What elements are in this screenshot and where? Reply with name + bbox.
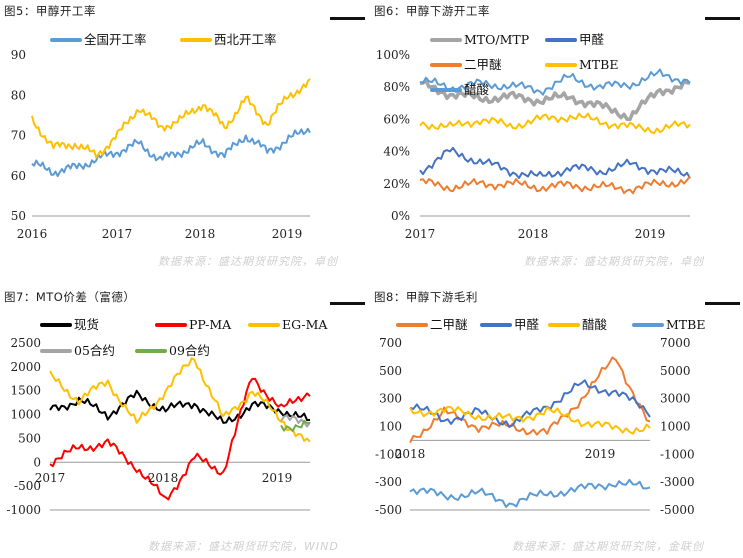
x-tick-label: 2019 — [262, 471, 293, 485]
y-right-tick-label: 7000 — [660, 336, 691, 350]
x-tick-label: 2016 — [17, 227, 48, 241]
y-tick-label: 1000 — [10, 408, 41, 422]
x-tick-label: 2017 — [405, 227, 436, 241]
y-right-tick-label: 3000 — [660, 392, 691, 406]
legend-label: 09合约 — [169, 343, 210, 358]
legend-label: 甲醛 — [514, 317, 540, 332]
legend-label: 二甲醚 — [464, 57, 502, 72]
legend-label: MTBE — [579, 57, 618, 72]
y-tick-label: -300 — [375, 475, 402, 489]
y-tick-label: 50 — [11, 209, 26, 223]
y-tick-label: -100 — [375, 447, 402, 461]
panel-title-3: 图7：MTO价差（富德） — [4, 290, 136, 304]
legend-label: PP-MA — [189, 317, 232, 332]
panel-title-2: 图6：甲醇下游开工率 — [374, 4, 490, 18]
y-right-tick-label: 1000 — [660, 420, 691, 434]
x-tick-label: 2018 — [185, 227, 216, 241]
chart-panel-1 — [31, 38, 311, 217]
x-tick-label: 2019 — [585, 447, 616, 461]
x-tick-label: 2019 — [272, 227, 303, 241]
y-tick-label: 1500 — [10, 384, 41, 398]
panel-title-1: 图5：甲醇开工率 — [4, 4, 96, 18]
y-tick-label: 60% — [383, 112, 410, 126]
y-right-tick-label: -5000 — [660, 503, 695, 517]
y-right-tick-label: -1000 — [660, 447, 695, 461]
legend-label: 醋酸 — [464, 82, 490, 97]
legend-label: 05合约 — [74, 343, 115, 358]
source-note-1: 数据来源：盛达期货研究院，卓创 — [158, 255, 338, 268]
series-line-醋酸 — [409, 405, 651, 435]
y-tick-label: 700 — [379, 336, 402, 350]
y-tick-label: -500 — [375, 503, 402, 517]
y-tick-label: 20% — [383, 177, 410, 191]
source-note-3: 数据来源：盛达期货研究院，WIND — [148, 540, 339, 553]
legend-label: 甲醛 — [579, 32, 605, 47]
x-tick-label: 2019 — [635, 227, 666, 241]
title-bar-1 — [330, 17, 365, 20]
title-bar-4 — [705, 302, 740, 305]
series-line-二甲醚 — [409, 356, 651, 444]
y-tick-label: -500 — [14, 479, 41, 493]
series-line-MTBE — [409, 478, 651, 508]
legend-label: 醋酸 — [582, 317, 608, 332]
series-line-EG-MA — [49, 357, 311, 443]
y-tick-label: -1000 — [6, 503, 41, 517]
chart-panel-2 — [419, 38, 691, 217]
source-note-2: 数据来源：盛达期货研究院，卓创 — [524, 255, 704, 268]
y-tick-label: 500 — [18, 431, 41, 445]
y-tick-label: 40% — [383, 145, 410, 159]
legend-label: 现货 — [74, 317, 99, 332]
y-tick-label: 100 — [379, 420, 402, 434]
series-line-现货 — [49, 389, 311, 424]
series-line-MTBE — [419, 112, 691, 135]
series-line-甲醛 — [409, 379, 651, 428]
panel-title-4: 图8：甲醇下游毛利 — [374, 290, 478, 304]
y-tick-label: 60 — [11, 169, 26, 183]
y-tick-label: 90 — [11, 48, 26, 62]
legend-label: 二甲醚 — [430, 317, 468, 332]
x-tick-label: 2018 — [518, 227, 549, 241]
legend-label: MTO/MTP — [464, 32, 529, 47]
y-tick-label: 2500 — [10, 336, 41, 350]
y-tick-label: 70 — [11, 129, 26, 143]
series-line-醋酸 — [419, 68, 691, 96]
legend-label: EG-MA — [282, 317, 328, 332]
series-line-09合约 — [280, 419, 311, 433]
legend-label: 全国开工率 — [84, 32, 147, 47]
legend-label: MTBE — [666, 317, 705, 332]
x-tick-label: 2017 — [35, 471, 66, 485]
y-tick-label: 500 — [379, 364, 402, 378]
y-tick-label: 0% — [391, 209, 410, 223]
y-tick-label: 100% — [376, 48, 410, 62]
legend-label: 西北开工率 — [214, 32, 277, 47]
series-line-MTO/MTP — [419, 78, 691, 122]
y-tick-label: 80% — [383, 80, 410, 94]
y-tick-label: 2000 — [10, 360, 41, 374]
y-tick-label: 300 — [379, 392, 402, 406]
series-line-05合约 — [280, 414, 311, 428]
series-line-甲醛 — [419, 146, 691, 179]
source-note-4: 数据来源：盛达期货研究院，金联创 — [512, 540, 704, 553]
series-line-PP-MA — [49, 377, 311, 501]
chart-panel-3 — [40, 323, 311, 511]
title-bar-2 — [705, 17, 740, 20]
series-line-西北开工率 — [31, 78, 311, 159]
chart-panel-4 — [396, 323, 664, 511]
y-tick-label: 80 — [11, 88, 26, 102]
x-tick-label: 2017 — [102, 227, 133, 241]
series-line-全国开工率 — [31, 127, 311, 177]
y-right-tick-label: 5000 — [660, 364, 691, 378]
y-right-tick-label: -3000 — [660, 475, 695, 489]
x-tick-label: 2018 — [148, 471, 179, 485]
title-bar-3 — [330, 302, 365, 305]
series-line-二甲醚 — [419, 175, 691, 195]
x-tick-label: 2018 — [395, 447, 426, 461]
y-tick-label: 0 — [33, 455, 41, 469]
